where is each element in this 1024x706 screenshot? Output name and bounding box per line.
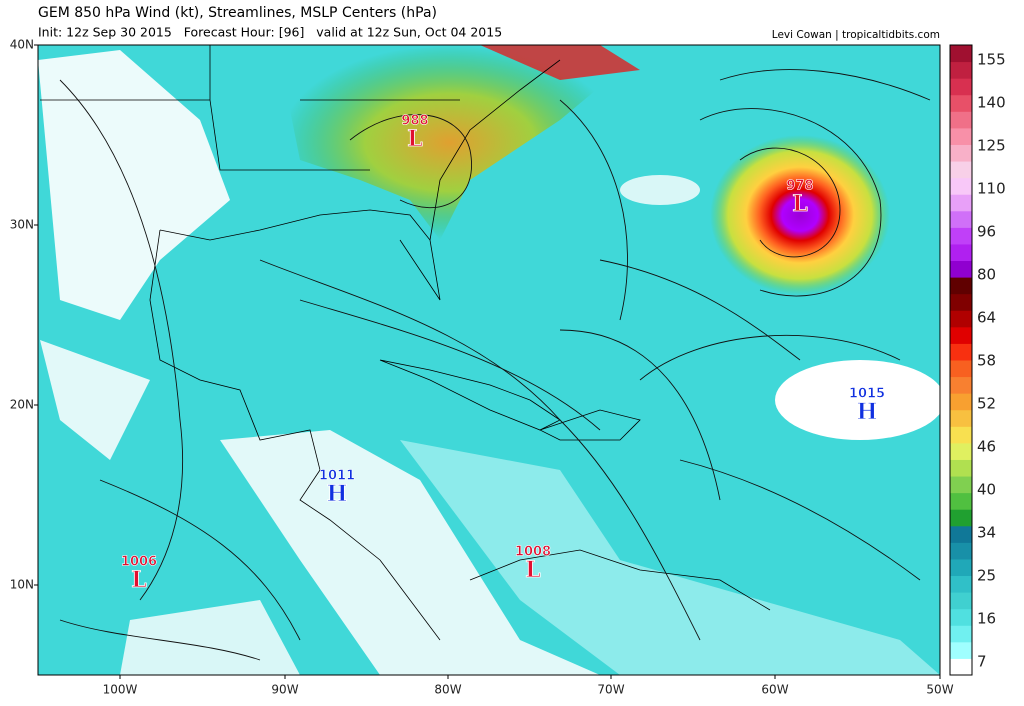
colorbar-swatch [950, 144, 972, 162]
center-symbol: L [525, 557, 540, 583]
colorbar-label: 58 [977, 352, 996, 370]
title: GEM 850 hPa Wind (kt), Streamlines, MSLP… [38, 5, 437, 21]
colorbar-swatch [950, 426, 972, 444]
latitude-label: 10N [10, 578, 34, 592]
colorbar-label: 40 [977, 481, 996, 499]
credit: Levi Cowan | tropicaltidbits.com [772, 29, 940, 41]
pressure-value: 1006 [121, 555, 157, 570]
center-symbol: L [792, 191, 807, 217]
colorbar-label: 110 [977, 180, 1006, 198]
longitude-label: 70W [597, 683, 624, 697]
longitude-label: 90W [271, 683, 298, 697]
center-symbol: L [407, 126, 422, 152]
colorbar-label: 52 [977, 395, 996, 413]
latitude-label: 20N [10, 398, 34, 412]
colorbar-swatch [950, 127, 972, 145]
colorbar-swatch [950, 608, 972, 626]
pressure-value: 1008 [515, 545, 551, 560]
colorbar-swatch [950, 409, 972, 427]
colorbar-label: 140 [977, 94, 1006, 112]
colorbar-swatch [950, 542, 972, 560]
colorbar-swatch [950, 61, 972, 79]
center-symbol: H [327, 481, 348, 507]
latitude-label: 40N [10, 38, 34, 52]
streamlines [59, 69, 931, 661]
colorbar: 155 140 125 110 96 80 64 58 52 46 40 34 25 16 7 [949, 44, 1006, 676]
colorbar-swatch [950, 658, 972, 676]
longitude-label: 60W [761, 683, 788, 697]
colorbar-swatch [950, 492, 972, 510]
colorbar-label: 155 [977, 51, 1006, 69]
colorbar-label: 80 [977, 266, 996, 284]
pressure-value: 978 [786, 179, 813, 194]
map-area [38, 45, 940, 675]
colorbar-swatch [950, 310, 972, 328]
colorbar-swatch [950, 277, 972, 295]
map-frame [37, 44, 941, 676]
center-symbol: H [857, 399, 878, 425]
colorbar-swatch [950, 293, 972, 311]
colorbar-label: 64 [977, 309, 996, 327]
pressure-value: 1015 [849, 387, 885, 402]
colorbar-swatch [950, 476, 972, 494]
pressure-value: 1011 [319, 469, 355, 484]
colorbar-swatch [950, 525, 972, 543]
colorbar-label: 96 [977, 223, 996, 241]
subtitle: Init: 12z Sep 30 2015 Forecast Hour: [96… [38, 25, 502, 40]
colorbar-label: 7 [977, 653, 987, 671]
colorbar-swatch [950, 558, 972, 577]
longitude-label: 50W [926, 683, 953, 697]
colorbar-swatch [950, 442, 972, 460]
pressure-value: 988 [401, 114, 428, 129]
colorbar-label: 46 [977, 438, 996, 456]
axis-labels: 40N 30N 20N 10N 100W 90W 80W 70W 60W 50W [10, 38, 954, 697]
colorbar-swatch [950, 509, 972, 527]
colorbar-label: 16 [977, 610, 996, 628]
colorbar-label: 125 [977, 137, 1006, 155]
colorbar-swatch [950, 260, 972, 278]
colorbar-swatch [950, 210, 972, 228]
colorbar-swatch [950, 575, 972, 593]
colorbar-swatch [950, 227, 972, 245]
colorbar-swatch [950, 45, 972, 63]
colorbar-label: 34 [977, 524, 996, 542]
colorbar-swatch [950, 243, 972, 262]
colorbar-swatch [950, 343, 972, 361]
colorbar-swatch [950, 592, 972, 610]
center-symbol: L [131, 567, 146, 593]
colorbar-label: 25 [977, 567, 996, 585]
colorbar-swatch [950, 326, 972, 344]
colorbar-frame [949, 44, 973, 676]
colorbar-swatch [950, 194, 972, 212]
colorbar-swatch [950, 161, 972, 179]
longitude-label: 80W [434, 683, 461, 697]
colorbar-swatch [950, 177, 972, 195]
longitude-label: 100W [103, 683, 138, 697]
colorbar-swatch [950, 111, 972, 129]
colorbar-swatch [950, 393, 972, 411]
colorbar-swatch [950, 360, 972, 378]
colorbar-swatch [950, 625, 972, 643]
colorbar-swatch [950, 376, 972, 394]
colorbar-swatch [950, 94, 972, 112]
colorbar-swatch [950, 641, 972, 659]
latitude-label: 30N [10, 218, 34, 232]
colorbar-swatch [950, 78, 972, 96]
colorbar-swatch [950, 459, 972, 477]
